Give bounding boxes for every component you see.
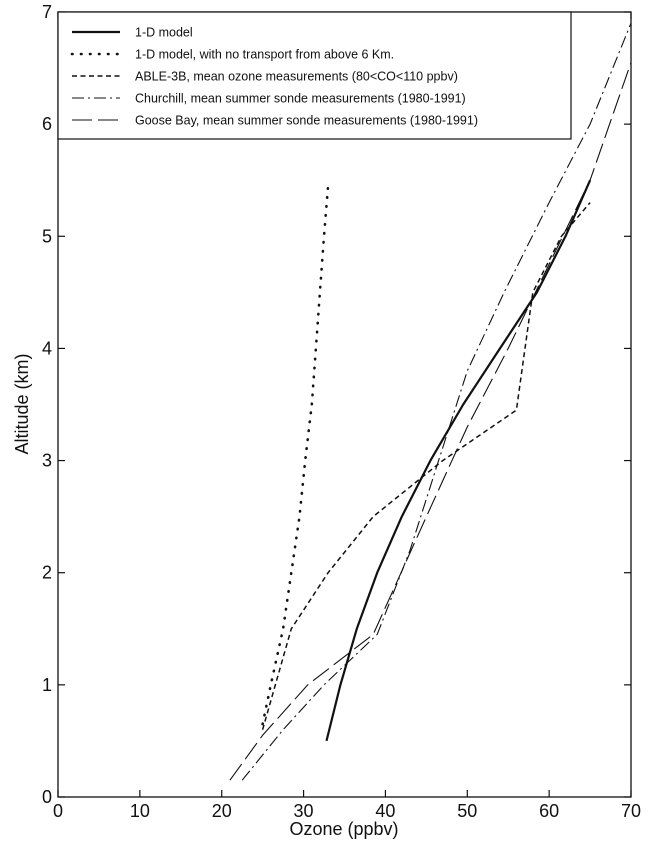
legend-label-2: 1-D model, with no transport from above …	[135, 48, 394, 62]
series-line-4	[241, 22, 632, 781]
legend-label-3: ABLE-3B, mean ozone measurements (80<CO<…	[135, 70, 458, 84]
y-tick-label: 2	[42, 563, 52, 583]
legend: 1-D model 1-D model, with no transport fr…	[57, 11, 572, 140]
y-tick-label: 4	[42, 338, 52, 358]
y-tick-label: 6	[42, 114, 52, 134]
y-tick-label: 0	[42, 787, 52, 807]
series-line-1	[325, 179, 592, 742]
series-line-2	[261, 184, 330, 726]
x-tick-label: 50	[457, 801, 477, 821]
x-tick-label: 20	[212, 801, 232, 821]
x-tick-label: 60	[539, 801, 559, 821]
y-axis-title: Altitude (km)	[12, 353, 32, 454]
legend-label-4: Churchill, mean summer sonde measurement…	[135, 92, 466, 106]
y-tick-label: 1	[42, 675, 52, 695]
x-tick-label: 70	[621, 801, 641, 821]
x-tick-label: 10	[130, 801, 150, 821]
x-tick-label: 40	[375, 801, 395, 821]
legend-items: 1-D model 1-D model, with no transport fr…	[70, 26, 478, 128]
legend-box	[57, 11, 572, 140]
x-tick-label: 0	[53, 801, 63, 821]
series-line-5	[229, 62, 632, 781]
axis-tick-labels: 0 10 20 30 40 50 60 70 0 1 2 3 4 5 6 7	[42, 2, 641, 821]
legend-label-5: Goose Bay, mean summer sonde measurement…	[135, 114, 478, 128]
y-tick-label: 7	[42, 2, 52, 22]
legend-label-1: 1-D model	[135, 26, 193, 40]
series-line-3	[261, 202, 591, 730]
series-layer	[229, 22, 632, 781]
x-axis-title: Ozone (ppbv)	[289, 819, 398, 839]
y-tick-label: 5	[42, 226, 52, 246]
y-tick-label: 3	[42, 451, 52, 471]
x-tick-label: 30	[294, 801, 314, 821]
